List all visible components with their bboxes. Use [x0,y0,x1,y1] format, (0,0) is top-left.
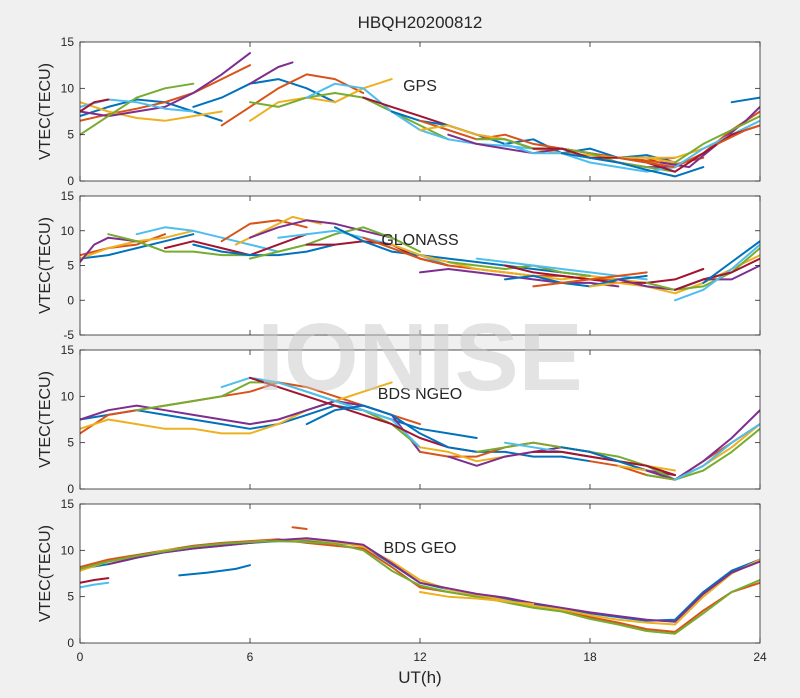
x-axis-label: UT(h) [398,668,441,687]
panel-label-glonass: GLONASS [381,232,458,249]
series-line-gps-30 [716,124,760,145]
series-line-glonass-27 [674,243,760,302]
series-line-bds-ngeo-19 [645,427,760,481]
xtick-label: 6 [247,650,254,664]
series-line-glonass-4 [80,236,138,263]
series-line-bds-ngeo-7 [249,376,478,453]
series-line-glonass-23 [532,271,648,288]
series-line-gps-26 [674,115,760,164]
ytick-label-gps: 10 [61,81,75,95]
ytick-label-glonass: -5 [63,328,74,342]
series-line-gps-7 [80,98,110,113]
panel-label-bds-ngeo: BDS NGEO [378,386,462,403]
series-line-gps-20 [504,142,676,173]
panels: 0 5 10 15 VTEC(TECU) GPS -5 0 5 10 15 VTEC(TECU) GLO… [37,35,767,664]
series-line-glonass-5 [107,233,251,257]
series-line-glonass-26 [645,247,760,291]
series-line-glonass-28 [674,257,760,291]
xtick-label: 18 [583,650,597,664]
ytick-label-bds-ngeo: 0 [67,482,74,496]
series-line-gps-22 [560,152,705,178]
xtick-label: 12 [413,650,427,664]
series-line-glonass-1 [80,233,195,260]
panel-label-bds-geo: BDS GEO [384,540,457,557]
series-line-bds-geo-4 [107,537,760,623]
series-line-glonass-15 [334,226,591,277]
series-line-bds-geo-7 [80,577,110,584]
xtick-label: 0 [77,650,84,664]
ytick-label-bds-ngeo: 10 [61,389,75,403]
panel-gps: 0 5 10 15 VTEC(TECU) GPS [37,35,761,188]
series-line-glonass-11 [249,219,393,239]
series-line-gps-1 [80,98,223,122]
series-line-glonass-29 [702,240,760,284]
ytick-label-bds-geo: 5 [67,590,74,604]
series-line-glonass-22 [504,274,648,288]
series-line-glonass-7 [164,233,308,257]
series-line-glonass-21 [504,264,705,284]
y-axis-label-bds-ngeo: VTEC(TECU) [37,371,54,468]
ytick-label-bds-ngeo: 5 [67,436,74,450]
series-group-bds-ngeo [80,376,760,481]
series-line-gps-8 [192,78,336,108]
series-group-bds-geo [80,526,760,635]
ytick-label-gps: 15 [61,35,75,49]
ytick-label-glonass: 15 [61,189,75,203]
series-line-gps-11 [249,61,294,85]
series-group-glonass [80,215,760,302]
series-line-glonass-6 [135,226,280,253]
series-line-bds-ngeo-14 [532,450,676,477]
watermark: IONISE [257,304,582,411]
panel-label-gps: GPS [403,78,437,95]
series-line-gps-19 [475,138,676,173]
ytick-label-bds-geo: 10 [61,543,75,557]
series-line-gps-2 [80,64,251,122]
series-line-bds-geo-6 [80,581,110,589]
series-line-gps-5 [80,82,195,136]
figure-title: HBQH20200812 [358,13,483,32]
ytick-label-bds-geo: 0 [67,636,74,650]
series-group-gps [80,52,760,178]
series-line-gps-3 [80,101,223,122]
plot-area-bds-geo [80,504,760,643]
y-axis-label-glonass: VTEC(TECU) [37,217,54,314]
ytick-label-glonass: 5 [67,259,74,273]
series-line-gps-27 [674,119,760,169]
panel-glonass: -5 0 5 10 15 VTEC(TECU) GLONASS [37,189,761,342]
ytick-label-glonass: 10 [61,224,75,238]
ytick-label-bds-ngeo: 15 [61,343,75,357]
series-line-bds-geo-10 [419,591,535,606]
plot-area-glonass [80,196,760,335]
series-line-gps-29 [730,96,760,104]
panel-bds-ngeo: 0 5 10 15 VTEC(TECU) BDS NGEO [37,343,761,496]
ytick-label-gps: 0 [67,174,74,188]
series-line-bds-geo-5 [80,540,760,635]
ytick-label-bds-geo: 15 [61,497,75,511]
ytick-label-glonass: 0 [67,293,74,307]
ytick-label-gps: 5 [67,128,74,142]
series-line-glonass-19 [447,261,591,277]
series-line-gps-12 [249,92,450,141]
series-line-bds-ngeo-3 [80,381,393,435]
panel-bds-geo: 0 5 10 15 0 6 12 18 24 VTEC(TECU) BDS GEO [37,497,767,664]
y-axis-label-bds-geo: VTEC(TECU) [37,525,54,622]
series-line-gps-9 [220,73,365,127]
series-line-bds-ngeo-8 [305,404,591,463]
series-line-glonass-12 [249,226,421,260]
series-line-bds-ngeo-20 [674,423,760,481]
series-line-bds-geo-8 [178,564,251,577]
y-axis-label-gps: VTEC(TECU) [37,63,54,160]
series-line-bds-ngeo-18 [645,409,760,481]
xtick-label: 24 [753,650,767,664]
series-line-bds-geo-9 [291,526,308,530]
